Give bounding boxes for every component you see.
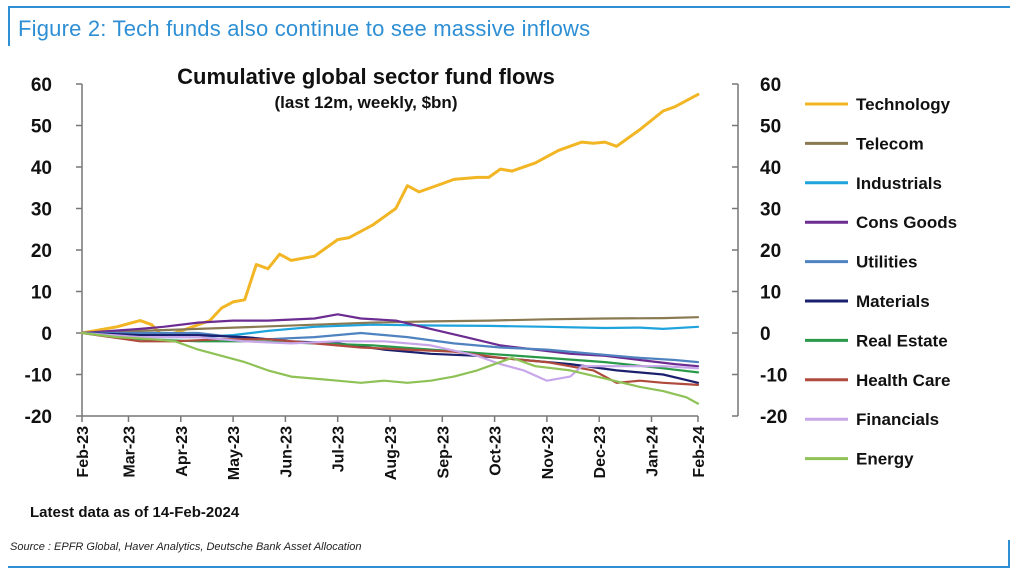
- y-tick-label-right: -10: [760, 366, 787, 387]
- x-tick-label: Jan-24: [645, 426, 662, 477]
- x-tick-label: May-23: [226, 426, 243, 480]
- x-tick-label: Jul-23: [331, 426, 348, 472]
- y-tick-label-right: 20: [760, 241, 781, 262]
- x-tick-label: Aug-23: [383, 426, 400, 480]
- y-tick-label-left: 10: [31, 283, 52, 304]
- source-note: Source : EPFR Global, Haver Analytics, D…: [10, 541, 362, 553]
- y-tick-label-right: 30: [760, 200, 781, 221]
- y-tick-label-left: 60: [31, 75, 52, 96]
- legend-label-energy: Energy: [856, 450, 914, 469]
- legend-label-industrials: Industrials: [856, 174, 942, 193]
- legend-label-health-care: Health Care: [856, 371, 950, 390]
- data-note: Latest data as of 14-Feb-2024: [30, 504, 240, 521]
- y-tick-label-right: 0: [760, 324, 771, 345]
- y-tick-label-right: 60: [760, 75, 781, 96]
- series-line-energy: [80, 331, 700, 405]
- legend-label-technology: Technology: [856, 95, 951, 114]
- x-tick-label: Feb-23: [75, 426, 92, 478]
- legend-label-financials: Financials: [856, 410, 939, 429]
- x-tick-label: Feb-24: [691, 426, 708, 478]
- y-tick-label-left: 0: [41, 324, 52, 345]
- frame-left-border: [8, 6, 10, 46]
- y-tick-label-right: 50: [760, 117, 781, 138]
- series-lines: [80, 92, 700, 405]
- x-tick-label: Mar-23: [121, 426, 138, 478]
- y-tick-label-left: -20: [25, 407, 52, 428]
- chart-subtitle: (last 12m, weekly, $bn): [275, 93, 458, 112]
- legend-label-telecom: Telecom: [856, 134, 924, 153]
- x-tick-label: Apr-23: [174, 426, 191, 477]
- legend-label-utilities: Utilities: [856, 253, 917, 272]
- x-tick-label: Dec-23: [592, 426, 609, 479]
- frame-top-border: [8, 6, 1010, 8]
- series-line-materials: [80, 331, 700, 384]
- y-tick-label-right: -20: [760, 407, 787, 428]
- y-tick-label-left: 30: [31, 200, 52, 221]
- figure-title: Figure 2: Tech funds also continue to se…: [18, 16, 591, 41]
- legend-label-cons-goods: Cons Goods: [856, 213, 957, 232]
- y-tick-label-left: -10: [25, 366, 52, 387]
- series-line-financials: [80, 331, 700, 382]
- chart-title: Cumulative global sector fund flows: [177, 64, 555, 89]
- series-line-health-care: [80, 331, 700, 386]
- x-tick-label: Oct-23: [488, 426, 505, 476]
- series-line-utilities: [80, 331, 700, 364]
- x-tick-label: Sep-23: [435, 426, 452, 479]
- x-tick-label: Nov-23: [540, 426, 557, 479]
- y-tick-label-left: 40: [31, 158, 52, 179]
- legend-label-real-estate: Real Estate: [856, 331, 948, 350]
- series-line-technology: [80, 92, 700, 339]
- legend-label-materials: Materials: [856, 292, 930, 311]
- legend: Technology Telecom Industrials Cons Goods Ut…: [805, 95, 957, 469]
- y-tick-label-right: 40: [760, 158, 781, 179]
- axes: 60 60 50 50 40 40 30 30 20 20 10 10 0 0 -10 -10 -20 -20 Fe…: [25, 75, 788, 480]
- y-tick-label-left: 50: [31, 117, 52, 138]
- y-tick-label-left: 20: [31, 241, 52, 262]
- x-tick-label: Jun-23: [278, 426, 295, 478]
- frame-right-border: [1008, 540, 1010, 568]
- y-tick-label-right: 10: [760, 283, 781, 304]
- frame-bottom-border: [8, 566, 1010, 568]
